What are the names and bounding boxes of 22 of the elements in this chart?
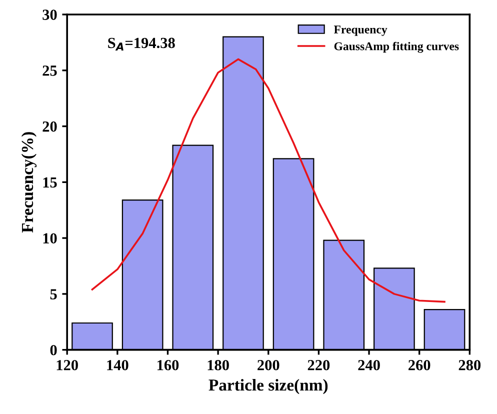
legend-label: Frequency <box>334 26 388 36</box>
y-tick-label: 20 <box>42 121 57 132</box>
line-series <box>91 58 446 303</box>
y-tick-label: 25 <box>42 66 57 76</box>
y-tick-label: 30 <box>42 10 57 20</box>
x-tick-label: 140 <box>107 360 128 370</box>
x-tick-label: 200 <box>258 360 280 370</box>
y-tick-label: 15 <box>43 177 57 188</box>
x-tick-label: 240 <box>358 360 380 370</box>
annotation: S$_{A}$=194.38 <box>108 38 175 50</box>
x-tick-label: 180 <box>208 360 229 370</box>
x-tick-label: 120 <box>56 360 78 370</box>
x-tick-label: 160 <box>158 360 179 370</box>
x-tick-label: 220 <box>308 360 330 370</box>
x-axis-title: Particle size(nm) <box>208 378 328 394</box>
y-tick-label: 10 <box>43 233 57 244</box>
x-tick-label: 280 <box>458 360 481 370</box>
legend-label: GaussAmp fitting curves <box>334 42 459 53</box>
y-axis-title: Frecuency(%) <box>21 132 37 233</box>
x-tick-label: 260 <box>408 360 430 370</box>
y-tick-label: 0 <box>50 344 57 356</box>
y-tick-label: 5 <box>50 289 57 300</box>
